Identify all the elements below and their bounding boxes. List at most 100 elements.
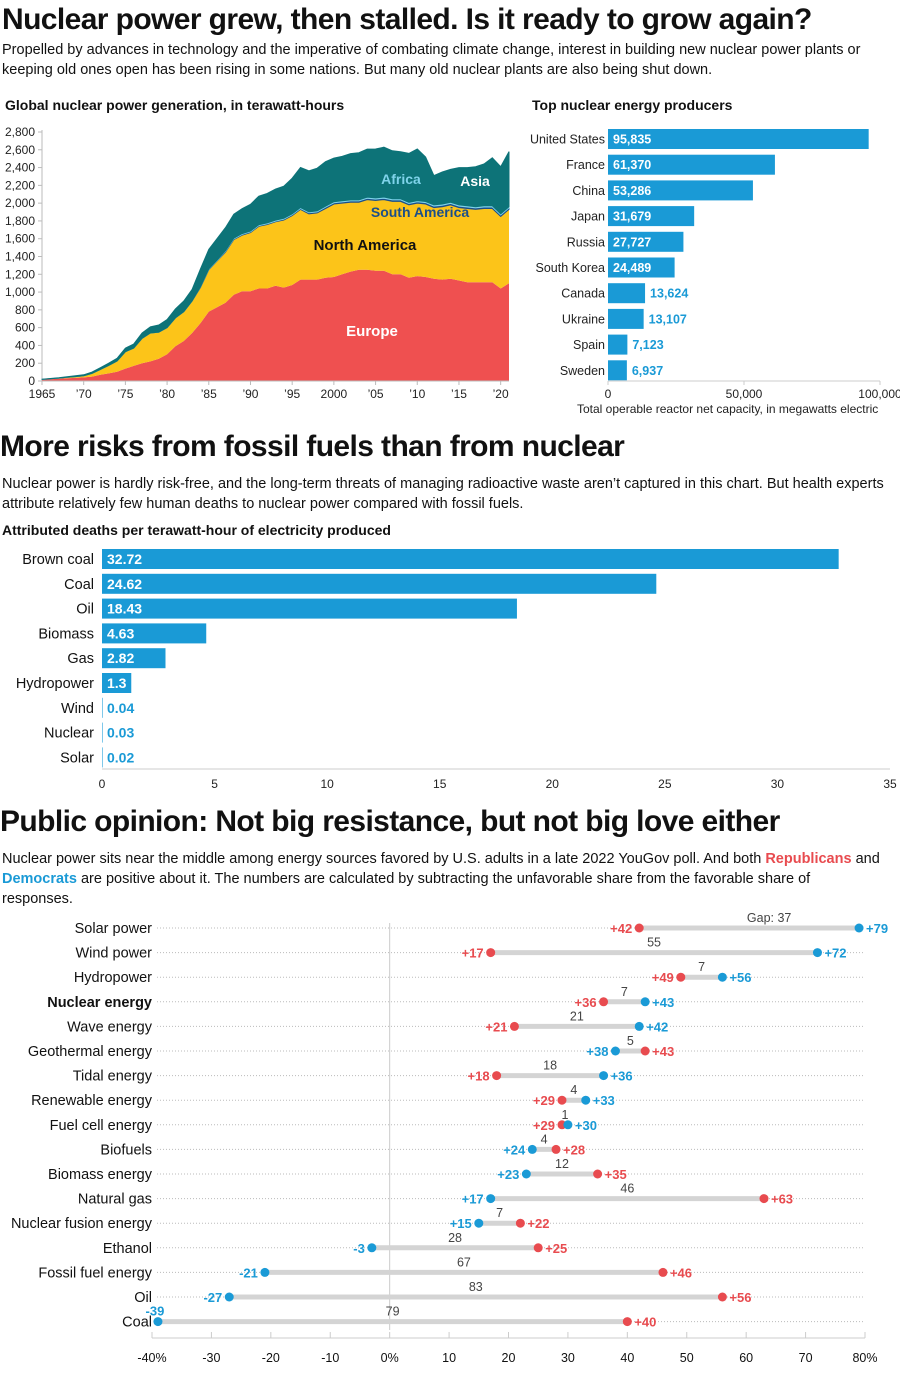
category-label: Biomass energy <box>48 1167 153 1183</box>
democrat-value: +36 <box>611 1069 633 1084</box>
value-label: 95,835 <box>613 133 651 147</box>
x-tick-label: 40 <box>620 1351 634 1365</box>
x-tick-label: 100,000 <box>858 387 900 401</box>
democrat-dot <box>486 1194 496 1204</box>
gap-label: 67 <box>457 1255 471 1269</box>
x-tick-label: ’10 <box>409 387 425 401</box>
category-label: Geothermal energy <box>28 1044 153 1060</box>
value-label: 24,489 <box>613 261 651 275</box>
y-tick-label: 1,400 <box>5 250 35 264</box>
republican-dot <box>759 1194 769 1204</box>
gap-label: Gap: 37 <box>747 911 792 925</box>
category-label: Biomass <box>38 626 94 642</box>
category-label: Hydropower <box>16 676 94 692</box>
democrat-value: +79 <box>866 921 888 936</box>
y-tick-label: 800 <box>15 303 35 317</box>
gap-label: 46 <box>620 1182 634 1196</box>
republican-dot <box>658 1267 668 1277</box>
value-label: 18.43 <box>107 601 142 617</box>
x-tick-label: 50,000 <box>726 387 763 401</box>
opinion-dumbbell-chart: Solar power Gap: 37 +42 +79 Wind power 55 +17 +… <box>11 911 888 1365</box>
x-tick-label: 1965 <box>29 387 56 401</box>
bar <box>102 623 207 644</box>
republican-value: +28 <box>563 1142 585 1157</box>
democrat-dot <box>224 1292 234 1302</box>
gap-label: 7 <box>496 1206 503 1220</box>
republican-dot <box>486 948 496 958</box>
y-tick-label: 1,000 <box>5 285 35 299</box>
value-label: 0.02 <box>107 749 134 765</box>
x-tick-label: 0 <box>605 387 612 401</box>
category-label: China <box>572 184 605 198</box>
democrat-dot <box>581 1095 591 1105</box>
gap-label: 28 <box>448 1231 462 1245</box>
value-label: 61,370 <box>613 158 651 172</box>
democrat-dot <box>634 1021 644 1031</box>
x-tick-label: ’20 <box>493 387 509 401</box>
value-label: 4.63 <box>107 625 134 641</box>
democrat-dot <box>717 972 727 982</box>
section2-title: More risks from fossil fuels than from n… <box>0 430 625 463</box>
category-label: Canada <box>561 287 605 301</box>
value-label: 32.72 <box>107 551 142 567</box>
gap-label: 7 <box>698 960 705 974</box>
x-tick-label: -30 <box>202 1351 220 1365</box>
bar <box>608 308 644 329</box>
label-europe: Europe <box>346 323 398 340</box>
x-tick-label: -20 <box>262 1351 280 1365</box>
democrat-value: +15 <box>450 1216 472 1231</box>
x-tick-label: 60 <box>739 1351 753 1365</box>
republican-value: +29 <box>533 1118 555 1133</box>
bar <box>102 549 839 569</box>
x-tick-label: 35 <box>883 777 897 791</box>
gap-label: 21 <box>570 1009 584 1023</box>
value-label: 2.82 <box>107 650 134 666</box>
category-label: Ukraine <box>562 312 605 326</box>
x-tick-label: ’05 <box>368 387 384 401</box>
republican-dot <box>640 1046 650 1056</box>
lede-text-1: Nuclear power sits near the middle among… <box>2 851 766 867</box>
y-tick-label: 1,600 <box>5 232 35 246</box>
x-tick-label: 2000 <box>321 387 348 401</box>
republican-dot <box>515 1218 525 1228</box>
y-tick-label: 1,800 <box>5 214 35 228</box>
y-tick-label: 2,400 <box>5 161 35 175</box>
x-tick-label: 15 <box>433 777 447 791</box>
category-label: Solar power <box>75 921 153 937</box>
gap-label: 7 <box>621 985 628 999</box>
democrat-value: +42 <box>646 1019 668 1034</box>
democrat-dot <box>260 1267 270 1277</box>
bar <box>102 598 517 619</box>
x-tick-label: 20 <box>502 1351 516 1365</box>
category-label: Oil <box>76 602 94 618</box>
y-tick-label: 2,000 <box>5 196 35 210</box>
value-label: 24.62 <box>107 576 142 592</box>
republican-value: +56 <box>729 1290 751 1305</box>
lede-text-2: are positive about it. The numbers are c… <box>2 871 811 907</box>
democrat-dot <box>367 1243 377 1253</box>
bar <box>608 360 627 381</box>
category-label: Solar <box>60 750 94 766</box>
label-south-america: South America <box>371 204 469 220</box>
legend-democrats: Democrats <box>2 871 77 887</box>
y-tick-label: 2,800 <box>5 125 35 139</box>
x-tick-label: 20 <box>546 777 560 791</box>
bar <box>102 722 103 743</box>
category-label: Spain <box>573 338 605 352</box>
democrat-value: +56 <box>729 970 751 985</box>
x-tick-label: 10 <box>442 1351 456 1365</box>
republican-dot <box>634 923 644 933</box>
x-tick-label: ’85 <box>201 387 217 401</box>
democrat-dot <box>527 1144 537 1154</box>
section3-title: Public opinion: Not big resistance, but … <box>0 805 780 838</box>
producers-chart-title: Top nuclear energy producers <box>532 97 733 113</box>
democrat-dot <box>599 1071 609 1081</box>
democrat-dot <box>563 1120 573 1130</box>
y-tick-label: 200 <box>15 356 35 370</box>
gap-label: 4 <box>541 1132 548 1146</box>
republican-value: +17 <box>462 946 484 961</box>
democrat-dot <box>854 923 864 933</box>
republican-dot <box>622 1317 632 1327</box>
y-tick-label: 2,600 <box>5 143 35 157</box>
bar <box>608 283 646 304</box>
